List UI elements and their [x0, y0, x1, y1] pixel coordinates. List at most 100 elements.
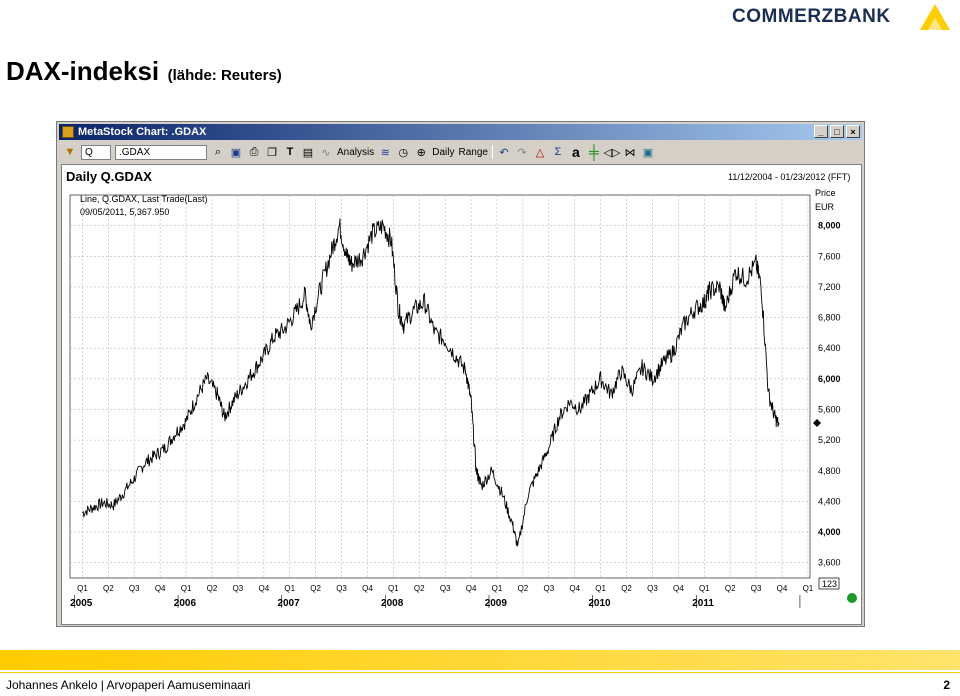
chart-grid: [69, 194, 811, 579]
y-tick-label: 4,000: [818, 527, 841, 537]
footer-divider: [0, 672, 960, 673]
year-label: 2006: [174, 598, 197, 609]
print-icon[interactable]: ⎙: [249, 145, 259, 158]
x-tick-label: Q2: [207, 584, 218, 593]
date-range-label: 11/12/2004 - 01/23/2012 (FFT): [728, 172, 850, 182]
x-tick-label: Q3: [647, 584, 658, 593]
slide-title-main: DAX-indeksi: [6, 56, 160, 86]
triangle-icon[interactable]: △: [535, 146, 545, 159]
year-label: 2009: [485, 598, 508, 609]
year-label: 2007: [277, 598, 300, 609]
search-icon[interactable]: ⌕: [214, 145, 222, 158]
y-tick-label: 5,600: [818, 404, 841, 414]
x-tick-label: Q4: [362, 584, 373, 593]
x-tick-label: Q2: [621, 584, 632, 593]
copy-icon[interactable]: ❐: [267, 146, 277, 159]
zoom-box[interactable]: [818, 577, 840, 590]
save-icon[interactable]: ▣: [230, 146, 242, 159]
y-tick-label: 6,800: [818, 313, 841, 323]
line-style-icon[interactable]: ∿: [321, 146, 331, 159]
y-tick-label: 3,600: [818, 558, 841, 568]
commerzbank-logo-icon: [920, 4, 950, 30]
y-tick-label: 8,000: [818, 221, 841, 231]
bowtie-icon[interactable]: ⋈: [624, 146, 636, 159]
price-series-line: [82, 218, 780, 547]
y-tick-label: 4,800: [818, 466, 841, 476]
y-axis-unit: EUR: [815, 202, 835, 212]
y-axis: 8,000 7,600 7,200 6,800 6,400 6,000 5,600 5,200…: [818, 221, 841, 568]
analysis-menu[interactable]: Analysis: [337, 146, 375, 158]
minimize-button[interactable]: _: [814, 125, 828, 138]
x-tick-label: Q4: [569, 584, 580, 593]
arrow-down-icon[interactable]: ▼: [64, 146, 76, 158]
x-tick-label: Q3: [336, 584, 347, 593]
year-label: 2010: [588, 598, 611, 609]
wave-icon[interactable]: ≋: [380, 146, 390, 159]
year-label: 2011: [692, 598, 714, 609]
brand-name: COMMERZBANK: [732, 6, 891, 27]
redo-icon[interactable]: ↷: [517, 146, 527, 159]
legend-line-2: 09/05/2011, 5,367.950: [80, 207, 169, 217]
x-tick-label: Q1: [699, 584, 710, 593]
slide-title-source: (lähde: Reuters): [167, 67, 282, 84]
footer-band: [0, 650, 960, 670]
x-tick-label: Q2: [518, 584, 529, 593]
x-tick-label: Q1: [492, 584, 503, 593]
indicator-icon[interactable]: ▤: [302, 146, 314, 159]
text-icon[interactable]: T: [286, 146, 294, 158]
zoom-icon[interactable]: ⊕: [416, 146, 426, 159]
window-titlebar[interactable]: MetaStock Chart: .GDAX _ □ ×: [59, 124, 862, 140]
toolbar: ▼ Q .GDAX ⌕ ▣ ⎙ ❐ T ▤ ∿ Analysis ≋ ◷ ⊕ D…: [59, 142, 862, 162]
crosshair-icon[interactable]: ╪: [588, 144, 599, 160]
undo-icon[interactable]: ↶: [499, 146, 509, 159]
x-tick-label: Q1: [595, 584, 606, 593]
price-chart: 8,000 7,600 7,200 6,800 6,400 6,000 5,600 5,200…: [66, 169, 857, 609]
app-icon: [62, 126, 74, 138]
symbol-icon[interactable]: Σ: [554, 146, 562, 158]
y-tick-label: 4,400: [818, 496, 841, 506]
x-tick-label: Q4: [466, 584, 477, 593]
y-axis-label: Price: [815, 188, 836, 198]
status-indicator-icon: [847, 593, 857, 603]
x-tick-label: Q2: [725, 584, 736, 593]
x-tick-label: Q1: [803, 584, 814, 593]
legend-line-1: Line, Q.GDAX, Last Trade(Last): [80, 194, 208, 204]
x-tick-label: Q4: [777, 584, 788, 593]
x-tick-label: Q2: [103, 584, 114, 593]
chart-window-icon[interactable]: ▣: [642, 146, 654, 159]
range-menu[interactable]: Range: [458, 146, 488, 158]
x-tick-label: Q3: [129, 584, 140, 593]
clock-icon[interactable]: ◷: [398, 146, 409, 159]
x-tick-label: Q1: [181, 584, 192, 593]
y-tick-label: 5,200: [818, 435, 841, 445]
maximize-button[interactable]: □: [830, 125, 844, 138]
chart-area: 8,000 7,600 7,200 6,800 6,400 6,000 5,600 5,200…: [61, 164, 862, 625]
close-button[interactable]: ×: [846, 125, 860, 138]
window-title: MetaStock Chart: .GDAX: [78, 126, 207, 138]
symbol-input[interactable]: .GDAX: [115, 144, 207, 160]
x-tick-label: Q3: [751, 584, 762, 593]
y-tick-label: 7,200: [818, 282, 841, 292]
year-label: 2008: [381, 598, 404, 609]
period-select[interactable]: Q: [81, 144, 111, 160]
last-price-marker: [813, 419, 821, 427]
zoom-label: 123: [822, 579, 837, 589]
x-tick-label: Q1: [388, 584, 399, 593]
metastock-window: MetaStock Chart: .GDAX _ □ × ▼ Q .GDAX ⌕…: [56, 121, 865, 627]
x-tick-label: Q2: [414, 584, 425, 593]
x-tick-label: Q2: [310, 584, 321, 593]
x-tick-label: Q1: [284, 584, 295, 593]
brand: COMMERZBANK: [732, 4, 950, 30]
page-number: 2: [943, 678, 950, 692]
y-tick-label: 6,000: [818, 374, 841, 384]
x-tick-label: Q4: [258, 584, 269, 593]
periodicity-menu[interactable]: Daily: [432, 146, 455, 158]
slide-title: DAX-indeksi (lähde: Reuters): [6, 56, 282, 87]
scroll-left-icon[interactable]: ◁▷: [603, 146, 621, 159]
y-tick-label: 7,600: [818, 251, 841, 261]
annotation-icon[interactable]: a: [572, 144, 580, 160]
x-tick-label: Q4: [673, 584, 684, 593]
toolbar-separator: [491, 145, 493, 159]
x-tick-label: Q3: [233, 584, 244, 593]
x-tick-label: Q4: [155, 584, 166, 593]
